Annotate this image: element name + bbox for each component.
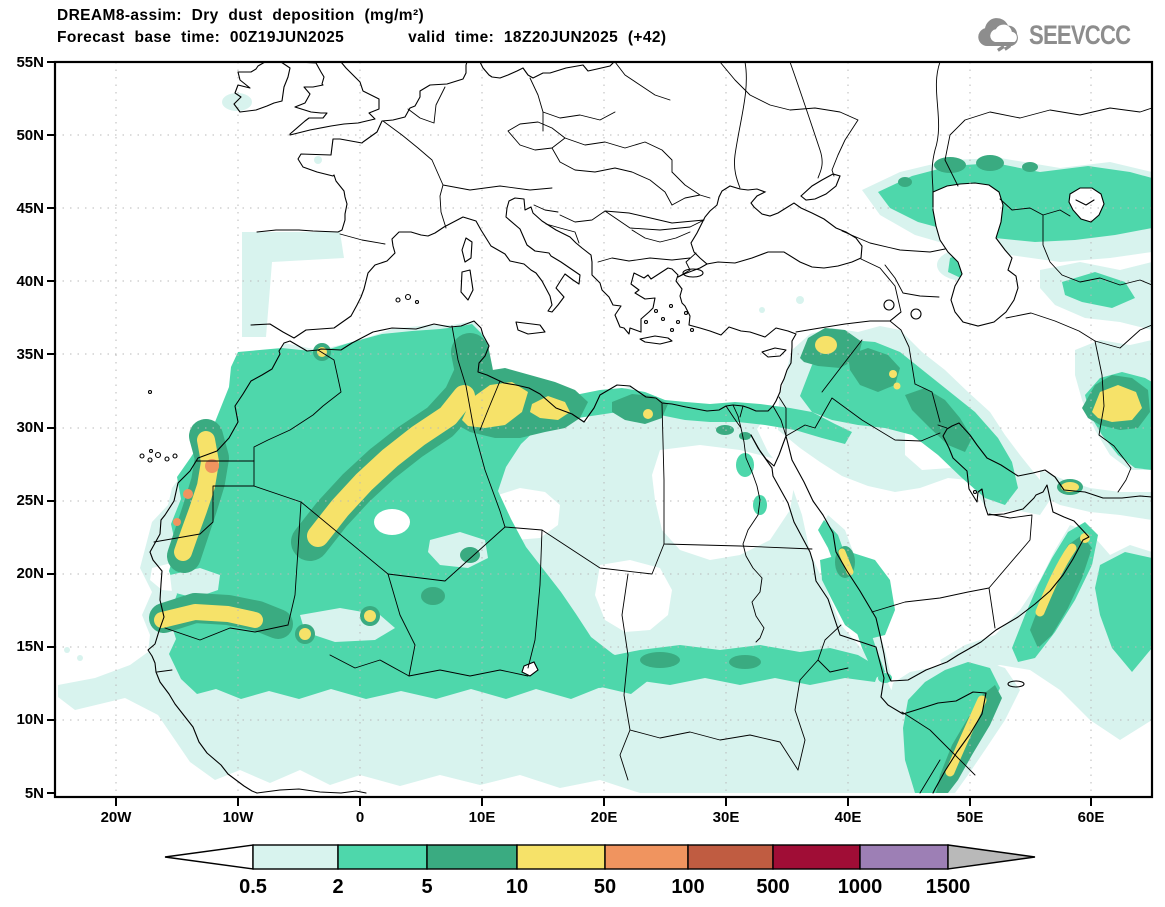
islands <box>139 237 1025 688</box>
colorbar-legend: 0.5 2 5 10 50 100 500 1000 1500 <box>164 844 1036 898</box>
lat-label-25n: 25N <box>16 492 44 509</box>
lon-label-0: 0 <box>356 809 364 826</box>
lat-label-15n: 15N <box>16 638 44 655</box>
header: DREAM8-assim: Dry dust deposition (mg/m²… <box>57 7 666 47</box>
seevccc-logo: SEEVCCC <box>973 16 1153 54</box>
legend-under-arrow <box>164 844 254 870</box>
lat-label-30n: 30N <box>16 419 44 436</box>
lat-axis-labels: 55N 50N 45N 40N 35N 30N 25N 20N 15N 10N … <box>16 54 44 802</box>
nile-river <box>732 404 765 643</box>
lat-label-50n: 50N <box>16 127 44 144</box>
page-title: DREAM8-assim: Dry dust deposition (mg/m²… <box>57 7 425 24</box>
legend-label-5: 5 <box>421 876 432 898</box>
lat-label-45n: 45N <box>16 200 44 217</box>
country-borders <box>153 61 1153 794</box>
cloud-logo-icon <box>978 18 1019 52</box>
lon-axis-labels: 20W 10W 0 10E 20E 30E 40E 50E 60E <box>101 809 1105 826</box>
don-river <box>789 61 823 179</box>
legend-label-1500: 1500 <box>926 876 971 898</box>
lon-label-20e: 20E <box>591 809 618 826</box>
lake-urmia <box>910 308 922 320</box>
lon-label-30e: 30E <box>713 809 740 826</box>
legend-seg-10-50 <box>516 844 606 870</box>
black-sea <box>690 185 863 269</box>
coastlines <box>147 61 1153 794</box>
lon-label-10w: 10W <box>223 809 255 826</box>
lon-label-40e: 40E <box>835 809 862 826</box>
legend-label-1000: 1000 <box>838 876 883 898</box>
lat-label-40n: 40N <box>16 273 44 290</box>
water-bodies <box>521 173 1105 677</box>
lon-ticks <box>115 797 1092 806</box>
sea-of-azov <box>800 173 841 201</box>
rivers <box>725 61 941 643</box>
lake-van <box>883 299 895 311</box>
legend-seg-0.5-2 <box>252 844 339 870</box>
caspian-sea <box>932 182 1019 327</box>
legend-label-10: 10 <box>506 876 528 898</box>
legend-over-arrow <box>947 844 1036 870</box>
legend-seg-1000-1500 <box>859 844 949 870</box>
legend-seg-50-100 <box>604 844 689 870</box>
lat-ticks <box>47 61 55 794</box>
graticule <box>55 62 1152 797</box>
legend-seg-5-10 <box>426 844 518 870</box>
lat-label-55n: 55N <box>16 54 44 71</box>
legend-label-100: 100 <box>671 876 704 898</box>
lon-label-50e: 50E <box>957 809 984 826</box>
lat-label-35n: 35N <box>16 346 44 363</box>
lat-label-10n: 10N <box>16 711 44 728</box>
logo-text: SEEVCCC <box>1029 19 1131 50</box>
forecast-base-time: Forecast base time: 00Z19JUN2025 <box>57 29 345 46</box>
lat-label-5n: 5N <box>25 785 44 802</box>
legend-label-50: 50 <box>594 876 616 898</box>
legend-seg-100-500 <box>687 844 774 870</box>
legend-label-2: 2 <box>332 876 343 898</box>
map-frame <box>47 60 1154 806</box>
lon-label-10e: 10E <box>469 809 496 826</box>
valid-time: valid time: 18Z20JUN2025 (+42) <box>408 29 667 46</box>
lon-label-20w: 20W <box>101 809 133 826</box>
time-line: Forecast base time: 00Z19JUN2025 valid t… <box>57 29 666 47</box>
volga-river <box>931 61 941 193</box>
dnieper-river <box>734 61 747 189</box>
dust-layer-yellow <box>154 336 1142 777</box>
lake-chad <box>521 661 539 677</box>
dust-layer-orange <box>173 459 219 526</box>
lon-label-60e: 60E <box>1078 809 1105 826</box>
legend-seg-500-1000 <box>772 844 861 870</box>
lat-label-20n: 20N <box>16 565 44 582</box>
legend-seg-2-5 <box>337 844 428 870</box>
legend-label-500: 500 <box>756 876 789 898</box>
legend-label-0.5: 0.5 <box>239 876 267 898</box>
